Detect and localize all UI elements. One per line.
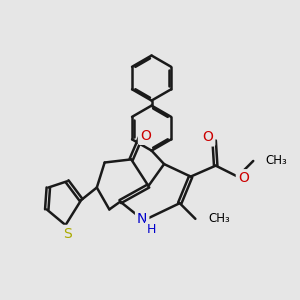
Text: H: H (147, 223, 156, 236)
Text: S: S (63, 227, 71, 241)
Text: N: N (137, 212, 147, 226)
Text: O: O (238, 171, 249, 185)
Text: O: O (140, 129, 151, 143)
Text: CH₃: CH₃ (265, 154, 287, 167)
Text: O: O (202, 130, 213, 145)
Text: CH₃: CH₃ (208, 212, 230, 225)
